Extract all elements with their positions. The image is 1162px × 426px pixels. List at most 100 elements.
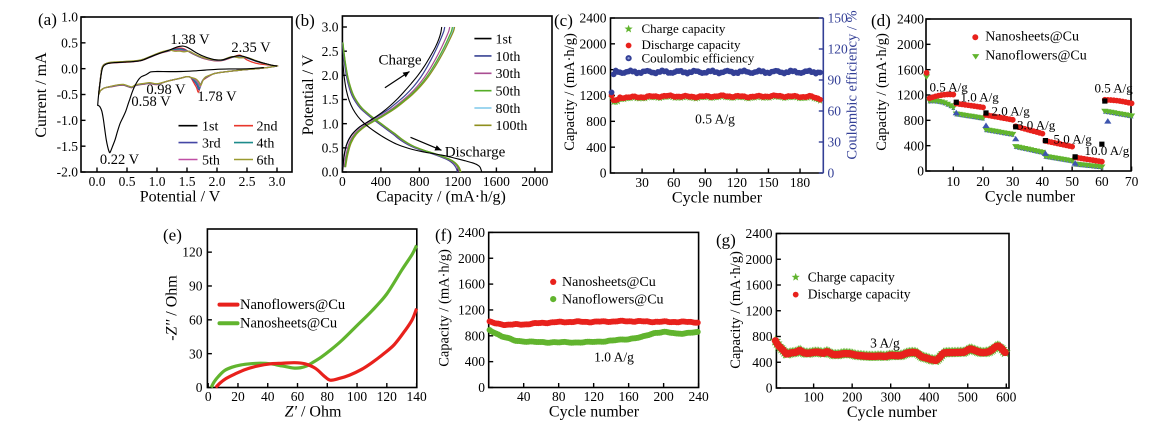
svg-text:150: 150: [828, 11, 849, 26]
svg-text:Current / mA: Current / mA: [33, 52, 50, 138]
svg-text:500: 500: [958, 390, 979, 405]
svg-text:Z' / Ohm: Z' / Ohm: [285, 404, 342, 421]
svg-text:1600: 1600: [580, 62, 607, 77]
svg-text:30: 30: [189, 346, 203, 361]
svg-text:0.22 V: 0.22 V: [100, 152, 140, 168]
svg-text:2.5: 2.5: [239, 174, 256, 189]
svg-text:-1.0: -1.0: [57, 113, 79, 128]
svg-text:1.0: 1.0: [322, 116, 339, 131]
svg-text:5.0 A/g: 5.0 A/g: [1054, 132, 1093, 147]
svg-text:-2.0: -2.0: [57, 165, 79, 180]
svg-text:1.0: 1.0: [149, 174, 166, 189]
svg-text:Discharge capacity: Discharge capacity: [642, 37, 742, 52]
svg-text:Charge capacity: Charge capacity: [642, 21, 726, 36]
svg-text:5th: 5th: [202, 153, 220, 168]
svg-text:1.5: 1.5: [179, 174, 196, 189]
svg-text:Cycle number: Cycle number: [672, 190, 763, 207]
svg-text:Coulombic efficiency: Coulombic efficiency: [642, 51, 755, 66]
svg-text:Cycle number: Cycle number: [847, 404, 938, 421]
svg-text:0.58 V: 0.58 V: [131, 94, 171, 110]
svg-text:(b): (b): [295, 11, 315, 30]
svg-text:0: 0: [600, 166, 607, 181]
svg-text:1600: 1600: [483, 174, 510, 189]
svg-text:10th: 10th: [496, 50, 521, 65]
svg-text:40: 40: [1036, 174, 1050, 189]
svg-text:-Z'' / Ohm: -Z'' / Ohm: [164, 275, 181, 341]
svg-text:0.0: 0.0: [322, 165, 339, 180]
svg-text:3.0 A/g: 3.0 A/g: [1017, 118, 1056, 133]
svg-text:1200: 1200: [897, 88, 924, 103]
svg-text:50: 50: [1065, 174, 1079, 189]
svg-text:Nanosheets@Cu: Nanosheets@Cu: [985, 30, 1079, 45]
svg-text:400: 400: [586, 140, 607, 155]
svg-text:10: 10: [947, 174, 961, 189]
svg-text:400: 400: [371, 174, 392, 189]
svg-text:160: 160: [618, 389, 639, 404]
svg-text:200: 200: [842, 390, 863, 405]
svg-text:0: 0: [196, 380, 203, 395]
svg-text:180: 180: [790, 175, 811, 190]
svg-text:1.0: 1.0: [61, 10, 78, 25]
svg-text:600: 600: [996, 390, 1017, 405]
svg-text:1.78 V: 1.78 V: [197, 89, 237, 105]
svg-text:3rd: 3rd: [202, 136, 221, 151]
svg-text:1200: 1200: [444, 174, 471, 189]
svg-text:1600: 1600: [746, 278, 773, 293]
svg-text:40: 40: [261, 389, 275, 404]
svg-text:0: 0: [205, 389, 212, 404]
svg-text:0.0: 0.0: [89, 174, 106, 189]
svg-text:2400: 2400: [580, 11, 607, 26]
svg-text:Cycle number: Cycle number: [985, 189, 1076, 206]
svg-text:10.0 A/g: 10.0 A/g: [1085, 143, 1130, 158]
svg-text:800: 800: [409, 174, 430, 189]
svg-text:80th: 80th: [496, 102, 521, 117]
svg-text:Capacity / (mA·h/g): Capacity / (mA·h/g): [562, 33, 578, 151]
svg-text:2000: 2000: [458, 251, 485, 266]
svg-text:1.5: 1.5: [322, 92, 339, 107]
svg-text:100th: 100th: [496, 119, 528, 134]
svg-text:800: 800: [586, 114, 607, 129]
svg-text:1st: 1st: [496, 32, 512, 47]
svg-text:2000: 2000: [521, 174, 548, 189]
svg-text:60: 60: [667, 175, 681, 190]
svg-text:(d): (d): [871, 11, 891, 30]
svg-text:Potential / V: Potential / V: [300, 54, 317, 135]
svg-text:40: 40: [517, 389, 531, 404]
svg-text:0: 0: [766, 381, 773, 396]
svg-text:0.5 A/g: 0.5 A/g: [695, 112, 735, 127]
svg-text:2.0 A/g: 2.0 A/g: [992, 104, 1031, 119]
svg-text:1.0 A/g: 1.0 A/g: [594, 350, 634, 365]
svg-text:4th: 4th: [257, 136, 275, 151]
svg-text:1600: 1600: [897, 62, 924, 77]
svg-text:120: 120: [377, 389, 398, 404]
svg-text:2.5: 2.5: [322, 44, 339, 59]
svg-text:1200: 1200: [458, 303, 485, 318]
svg-text:80: 80: [321, 389, 335, 404]
svg-text:6th: 6th: [257, 153, 275, 168]
svg-text:2nd: 2nd: [257, 120, 278, 135]
svg-text:100: 100: [347, 389, 368, 404]
svg-text:Capacity / (mA·h/g): Capacity / (mA·h/g): [874, 33, 890, 151]
svg-text:60: 60: [1095, 174, 1109, 189]
svg-text:3.0: 3.0: [269, 174, 286, 189]
svg-text:Charge capacity: Charge capacity: [808, 269, 895, 284]
svg-text:-1.5: -1.5: [57, 139, 79, 154]
svg-text:150: 150: [758, 175, 779, 190]
svg-text:2400: 2400: [746, 226, 773, 241]
svg-text:Nanosheets@Cu: Nanosheets@Cu: [240, 316, 337, 332]
svg-text:Capacity / (mA·h/g): Capacity / (mA·h/g): [728, 251, 744, 369]
svg-text:1600: 1600: [458, 277, 485, 292]
svg-text:0.5 A/g: 0.5 A/g: [930, 80, 969, 95]
svg-text:(c): (c): [554, 11, 573, 30]
svg-text:2.0: 2.0: [209, 174, 226, 189]
svg-text:0.5: 0.5: [61, 35, 78, 50]
svg-text:2.35 V: 2.35 V: [231, 40, 271, 56]
svg-text:120: 120: [727, 175, 748, 190]
svg-text:0.5: 0.5: [322, 140, 339, 155]
svg-text:60: 60: [291, 389, 305, 404]
svg-text:0.98 V: 0.98 V: [146, 82, 186, 98]
svg-text:2400: 2400: [458, 225, 485, 240]
svg-text:0: 0: [917, 164, 924, 179]
svg-text:800: 800: [752, 329, 773, 344]
svg-text:20: 20: [231, 389, 245, 404]
